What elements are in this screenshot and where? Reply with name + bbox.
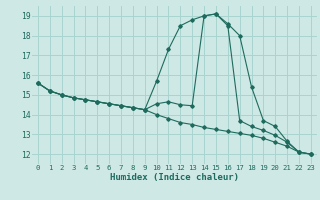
X-axis label: Humidex (Indice chaleur): Humidex (Indice chaleur) <box>110 173 239 182</box>
